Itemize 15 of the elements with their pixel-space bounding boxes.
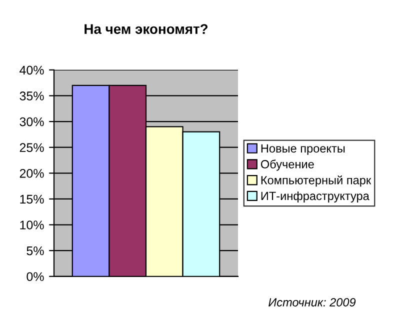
y-tick-label: 10% — [20, 220, 44, 230]
y-tick-label: 40% — [20, 66, 44, 75]
y-tick-label: 30% — [20, 117, 44, 126]
y-tick-label: 20% — [20, 168, 44, 178]
legend-label: Новые проекты — [261, 144, 345, 155]
chart-title: На чем экономят? — [84, 24, 208, 34]
legend-label: Компьютерный парк — [261, 175, 372, 187]
y-tick-label: 5% — [26, 246, 44, 256]
y-tick-label: 25% — [20, 143, 44, 152]
y-tick-label: 15% — [20, 194, 44, 204]
text: Источник: 2009 — [268, 298, 356, 306]
legend-label: ИТ-инфраструктура — [261, 191, 370, 202]
y-tick-label: 35% — [20, 92, 44, 100]
legend-label: Обучение — [260, 160, 314, 171]
y-tick-label: 0% — [26, 272, 44, 282]
